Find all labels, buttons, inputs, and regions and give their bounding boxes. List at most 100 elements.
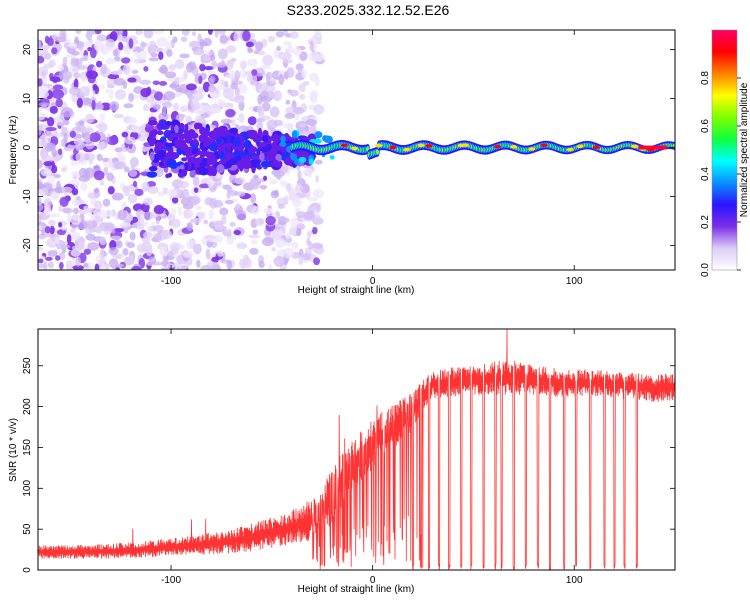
spectrogram-cell (122, 64, 131, 75)
spectrogram-cell (113, 77, 126, 86)
spectrogram-cell (208, 84, 217, 93)
spectrogram-cell (61, 107, 74, 118)
spectrogram-cell (209, 107, 222, 114)
spectrogram-cell (147, 186, 159, 194)
spectrogram-cell (164, 71, 177, 79)
spectrogram-cell (185, 115, 193, 123)
spectrogram-cell (152, 80, 160, 86)
y-tick-label: 0 (22, 144, 33, 150)
spectrogram-cell (73, 78, 79, 90)
spectrogram-cell (248, 234, 260, 239)
spectrogram-cell (301, 69, 308, 79)
spectrogram-cell (103, 166, 109, 176)
y-tick-label: 50 (22, 523, 33, 535)
spectrogram-cell (152, 224, 164, 232)
spectrogram-cell (240, 60, 247, 70)
spectrogram-cell (186, 221, 193, 231)
spectrogram-cell (179, 164, 186, 170)
spectrogram-cell (255, 41, 264, 51)
spectrogram-cell (198, 150, 208, 157)
spectrogram-cell (136, 126, 147, 133)
spectrogram-cell (298, 83, 306, 93)
spectrogram-cell (58, 204, 63, 213)
spectrogram-cell (292, 107, 305, 115)
spectrogram-cell (247, 130, 259, 140)
spectrogram-cell (289, 89, 299, 97)
spectrogram-cell (270, 190, 280, 199)
spectrogram-cell (154, 142, 166, 150)
spectrogram-cell (162, 106, 167, 115)
spectrogram-cell (233, 32, 240, 42)
spectrogram-cell (190, 210, 195, 218)
spectrogram-cell (289, 31, 300, 39)
spectrogram-cell (309, 89, 318, 101)
spectrogram-cell (40, 168, 52, 177)
spectrogram-cell (99, 222, 110, 232)
chart-title: S233.2025.332.12.52.E26 (287, 2, 450, 18)
spectrogram-cell (165, 41, 173, 51)
spectrogram-cell (257, 105, 265, 115)
spectrogram-cell (38, 39, 42, 50)
spectrogram-cell (76, 97, 83, 109)
spectrogram-cell (199, 63, 206, 72)
spectrogram-cell (289, 122, 294, 134)
spectrogram-cell (126, 117, 138, 125)
spectrogram-cell (105, 38, 116, 48)
spectrogram-cell (254, 67, 265, 77)
spectrogram-cell (183, 208, 193, 220)
spectrogram-cell (304, 125, 310, 132)
spectrogram-cell (205, 248, 211, 260)
spectrogram-cell (83, 205, 89, 212)
spectrogram-cell (128, 38, 134, 49)
spectrogram-cell (222, 87, 235, 99)
spectrogram-cell (47, 250, 58, 257)
spectrogram-cell (313, 104, 325, 115)
spectrogram-cell (276, 197, 288, 207)
spectrogram-cell (96, 100, 103, 110)
y-tick-label: 10 (22, 93, 33, 105)
spectrogram-cell (249, 80, 260, 86)
spectrogram-cell (278, 74, 285, 86)
spectrogram-cell (71, 170, 81, 178)
spectrogram-cell (121, 35, 128, 43)
spectrogram-cell (225, 152, 233, 161)
spectrogram-cell (38, 203, 44, 212)
spectrogram-cell (236, 116, 245, 122)
spectrogram-hotspot (389, 145, 397, 150)
spectrogram-cell (94, 200, 103, 210)
spectrogram-cell (75, 152, 86, 162)
spectrogram-cell (177, 263, 190, 270)
snr-series-line (38, 329, 675, 570)
spectrogram-cell (44, 135, 52, 144)
spectrogram-hotspot (566, 147, 574, 152)
spectrogram-cell (94, 30, 102, 35)
spectrogram-cell (273, 133, 279, 139)
spectrogram-cell (41, 104, 47, 109)
colorbar-tick-label: 0.4 (700, 167, 711, 181)
spectrogram-cell (290, 193, 300, 204)
spectrogram-cell (216, 63, 226, 68)
spectrogram-cell (102, 198, 111, 207)
spectrogram-cell (192, 91, 204, 101)
spectrogram-cell (172, 36, 178, 43)
spectrogram-cell (156, 36, 168, 47)
spectrogram-cell (53, 193, 60, 199)
spectrogram-cell (249, 178, 261, 190)
spectrogram-cell (57, 65, 65, 71)
spectrogram-cell (99, 180, 105, 186)
spectrogram-cell (86, 70, 98, 79)
spectrogram-cell (183, 70, 188, 80)
spectrogram-cell (96, 142, 106, 151)
spectrogram-cell (205, 50, 214, 56)
spectrogram-cell (256, 162, 261, 168)
spectrogram-cell (100, 264, 105, 270)
spectrogram-cell (265, 143, 272, 150)
spectrogram-cell (263, 207, 274, 215)
spectrogram-cell (217, 48, 228, 60)
spectrogram-cell (312, 226, 318, 235)
spectrogram-cell (139, 79, 152, 85)
spectrogram-cell (71, 245, 84, 251)
spectrogram-cell (151, 46, 157, 53)
spectrogram-cell (216, 164, 225, 174)
x-tick-label: 0 (370, 575, 376, 586)
